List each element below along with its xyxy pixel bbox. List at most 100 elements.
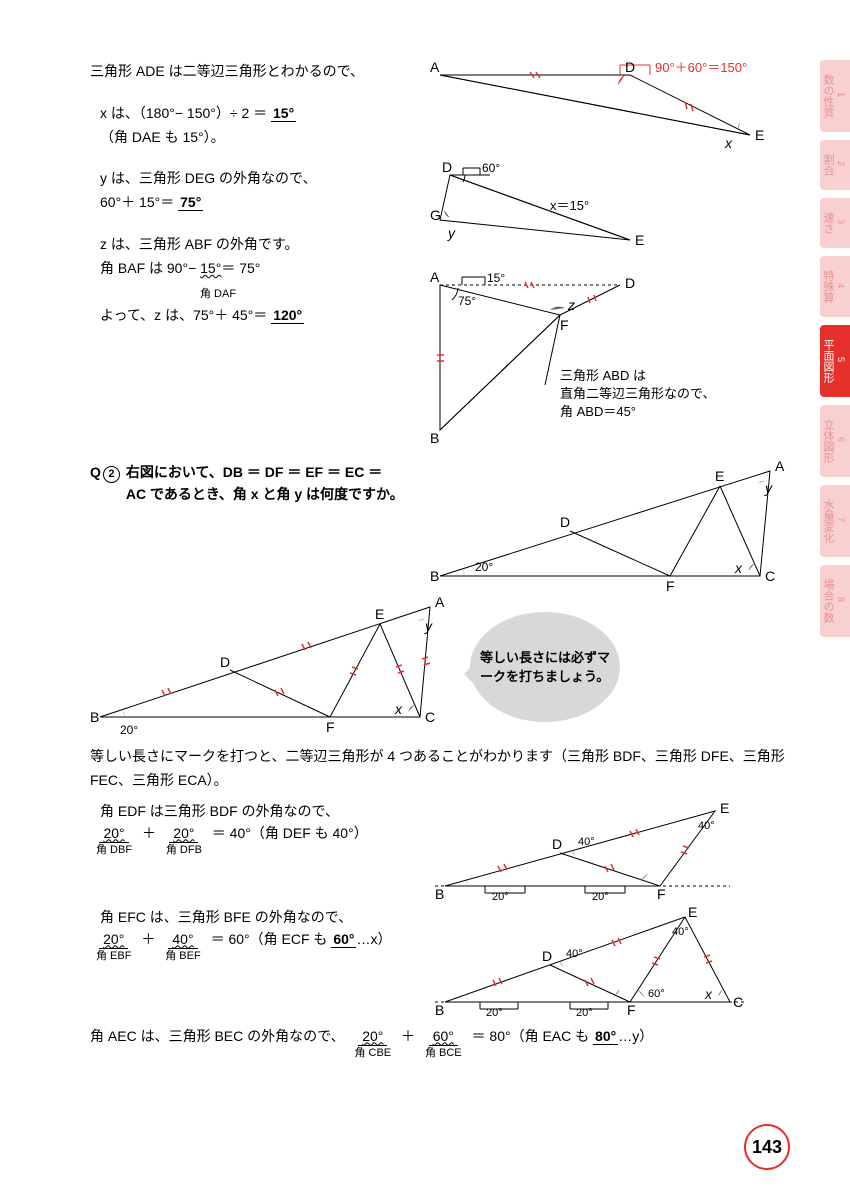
label-F: F bbox=[326, 719, 335, 735]
z-l3-pre: よって、z は、75°＋ 45°＝ bbox=[100, 307, 271, 323]
tab-label: 水量変化 bbox=[822, 499, 834, 543]
label-20b: 20° bbox=[576, 1007, 593, 1017]
chapter-tabs: 1数の性質 2割合 3速さ 4特殊算 5平面図形 6立体図形 7水量変化 8場合… bbox=[820, 60, 850, 637]
y-answer: 75° bbox=[178, 194, 203, 211]
triangle-marked-svg: B D E A F C 20° x y bbox=[90, 597, 450, 737]
triangle-abf-svg: A D F B 15° 75° z 三角形 ABD は 直角二等辺三角形なので、… bbox=[430, 270, 740, 445]
aec-rest-post: …y） bbox=[618, 1028, 653, 1044]
label-20a: 20° bbox=[492, 891, 509, 901]
z-answer: 120° bbox=[271, 307, 304, 324]
tab-num: 3 bbox=[836, 212, 846, 232]
note2: 直角二等辺三角形なので、 bbox=[560, 386, 715, 401]
aec-rest-pre: ＝ 80°（角 EAC も bbox=[472, 1028, 594, 1044]
tab-5[interactable]: 5平面図形 bbox=[820, 325, 850, 397]
label-A: A bbox=[775, 461, 785, 474]
triangle-s2-svg: B D E F C 20° 20° 40° 40° 60° x bbox=[430, 907, 750, 1017]
tab-label: 立体図形 bbox=[822, 419, 834, 463]
tab-3[interactable]: 3速さ bbox=[820, 198, 850, 248]
label-D: D bbox=[442, 160, 452, 175]
x-solution: x は、（180°− 150°）÷ 2 ＝ 15° （角 DAE も 15°）。 bbox=[100, 102, 410, 150]
label-60: 60° bbox=[482, 161, 500, 175]
label-75: 75° bbox=[458, 294, 476, 308]
mark-explanation: 等しい長さにマークを打つと、二等辺三角形が 4 つあることがわかります（三角形 … bbox=[90, 745, 790, 793]
tab-num: 8 bbox=[836, 579, 846, 621]
label-C: C bbox=[733, 994, 743, 1010]
tab-label: 平面図形 bbox=[822, 339, 834, 383]
block-1: 三角形 ADE は二等辺三角形とわかるので、 x は、（180°− 150°）÷… bbox=[90, 60, 790, 455]
text-col-1: 三角形 ADE は二等辺三角形とわかるので、 x は、（180°− 150°）÷… bbox=[90, 60, 410, 346]
label-E: E bbox=[755, 127, 764, 143]
label-40d: 40° bbox=[566, 948, 583, 960]
label-60f: 60° bbox=[648, 988, 665, 1000]
note1: 三角形 ABD は bbox=[560, 368, 646, 383]
z-l2-post: ＝ 75° bbox=[221, 260, 260, 276]
tab-7[interactable]: 7水量変化 bbox=[820, 485, 850, 557]
solution-figure-marked: B D E A F C 20° x y bbox=[90, 597, 450, 737]
label-E: E bbox=[688, 907, 697, 920]
tab-label: 数の性質 bbox=[822, 74, 834, 118]
label-A: A bbox=[435, 597, 445, 610]
term-bef: 40°角 BEF bbox=[165, 930, 200, 963]
speech-bubble: 等しい長さには必ずマークを打ちましょう。 bbox=[470, 612, 620, 722]
label-B: B bbox=[435, 886, 444, 901]
label-C: C bbox=[425, 709, 435, 725]
label-F: F bbox=[666, 578, 675, 591]
efc-answer: 60° bbox=[331, 931, 356, 948]
note3: 角 ABD＝45° bbox=[560, 404, 636, 419]
label-x: x bbox=[724, 135, 733, 150]
q-text: 右図において、DB ＝ DF ＝ EF ＝ EC ＝AC であるとき、角 x と… bbox=[126, 461, 404, 506]
label-x: x bbox=[734, 560, 743, 576]
red-eq: 90°＋60°＝150° bbox=[655, 60, 747, 75]
tab-8[interactable]: 8場合の数 bbox=[820, 565, 850, 637]
label-B: B bbox=[90, 709, 99, 725]
label-A: A bbox=[430, 60, 440, 75]
z-solution: z は、三角形 ABF の外角です。 角 BAF は 90°− 15°＝ 75°… bbox=[100, 233, 410, 328]
term-dfb: 20°角 DFB bbox=[166, 824, 202, 857]
tab-6[interactable]: 6立体図形 bbox=[820, 405, 850, 477]
figure-deg: D G E 60° y x＝15° bbox=[430, 160, 770, 260]
label-F: F bbox=[560, 317, 569, 333]
tab-4[interactable]: 4特殊算 bbox=[820, 256, 850, 317]
y-eq: 60°＋ 15°＝ bbox=[100, 194, 178, 210]
tab-label: 速さ bbox=[822, 212, 834, 234]
triangle-q-svg: B D E A F C 20° x y bbox=[430, 461, 790, 591]
x-answer: 15° bbox=[271, 105, 296, 122]
term-dbf: 20°角 DBF bbox=[96, 824, 132, 857]
label-D: D bbox=[625, 60, 635, 75]
plus-sign: ＋ bbox=[142, 825, 156, 841]
z-wavy: 15° bbox=[200, 260, 221, 276]
question-figure: B D E A F C 20° x y bbox=[430, 461, 790, 591]
figure-s2: B D E F C 20° 20° 40° 40° 60° x bbox=[430, 907, 750, 1017]
z-daf-note: 角 DAF bbox=[200, 288, 236, 300]
figure-abf: A D F B 15° 75° z 三角形 ABD は 直角二等辺三角形なので、… bbox=[430, 270, 770, 445]
tab-num: 6 bbox=[836, 419, 846, 461]
label-20a: 20° bbox=[486, 1007, 503, 1017]
z-l2-pre: 角 BAF は 90°− bbox=[100, 260, 200, 276]
page-number: 143 bbox=[744, 1124, 790, 1170]
tab-2[interactable]: 2割合 bbox=[820, 140, 850, 190]
label-F: F bbox=[627, 1002, 636, 1017]
speech-text: 等しい長さには必ずマークを打ちましょう。 bbox=[480, 648, 610, 687]
label-D: D bbox=[542, 948, 552, 964]
q-number: 2 bbox=[103, 466, 120, 483]
tab-label: 特殊算 bbox=[822, 270, 834, 303]
ade-statement: 三角形 ADE は二等辺三角形とわかるので、 bbox=[90, 60, 410, 84]
question-2-row: Q2 右図において、DB ＝ DF ＝ EF ＝ EC ＝AC であるとき、角 … bbox=[90, 461, 790, 591]
label-40e: 40° bbox=[672, 926, 689, 938]
label-y: y bbox=[424, 618, 433, 634]
question-2-heading: Q2 右図において、DB ＝ DF ＝ EF ＝ EC ＝AC であるとき、角 … bbox=[90, 461, 410, 506]
label-F: F bbox=[657, 886, 666, 901]
triangle-ade-svg: A D E x 90°＋60°＝150° bbox=[430, 60, 770, 150]
label-E: E bbox=[635, 232, 644, 248]
label-G: G bbox=[430, 207, 441, 223]
efc-rest-post: …x） bbox=[356, 931, 391, 947]
label-C: C bbox=[765, 568, 775, 584]
label-E: E bbox=[715, 468, 724, 484]
efc-eq: 20°角 EBF ＋ 40°角 BEF ＝ 60°（角 ECF も 60°…x） bbox=[90, 929, 410, 963]
y-pre: y は、三角形 DEG の外角なので、 bbox=[100, 170, 316, 186]
tab-1[interactable]: 1数の性質 bbox=[820, 60, 850, 132]
tab-num: 7 bbox=[836, 499, 846, 541]
edf-row: 角 EDF は三角形 BDF の外角なので、 20°角 DBF ＋ 20°角 D… bbox=[90, 801, 790, 901]
z-l1: z は、三角形 ABF の外角です。 bbox=[100, 236, 299, 252]
question-2-text: Q2 右図において、DB ＝ DF ＝ EF ＝ EC ＝AC であるとき、角 … bbox=[90, 461, 410, 514]
